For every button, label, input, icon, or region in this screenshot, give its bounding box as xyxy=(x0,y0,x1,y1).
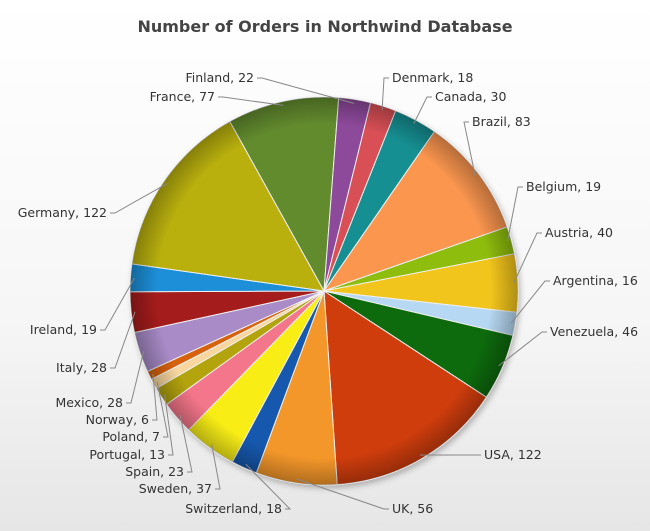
data-label-austria: Austria, 40 xyxy=(545,225,613,240)
data-label-mexico: Mexico, 28 xyxy=(56,395,124,410)
leader-line-canada xyxy=(413,96,432,124)
leader-line-austria xyxy=(513,232,542,284)
data-label-italy: Italy, 28 xyxy=(56,360,107,375)
leader-line-denmark xyxy=(381,77,389,111)
data-label-uk: UK, 56 xyxy=(392,501,433,516)
data-label-portugal: Portugal, 13 xyxy=(89,447,165,462)
data-label-finland: Finland, 22 xyxy=(185,70,254,85)
data-label-spain: Spain, 23 xyxy=(125,464,184,479)
leader-line-argentina xyxy=(510,280,550,324)
leader-line-portugal xyxy=(164,394,174,456)
leader-line-venezuela xyxy=(498,331,547,367)
data-label-switzerland: Switzerland, 18 xyxy=(185,501,282,516)
data-label-belgium: Belgium, 19 xyxy=(526,179,601,194)
leader-line-ireland xyxy=(100,277,135,331)
leader-line-mexico xyxy=(126,350,145,404)
leader-line-switzerland xyxy=(245,463,292,510)
data-label-canada: Canada, 30 xyxy=(435,89,506,104)
leader-line-belgium xyxy=(506,186,523,242)
data-label-venezuela: Venezuela, 46 xyxy=(550,324,638,339)
leader-line-finland xyxy=(257,77,355,104)
slice-labels: Argentina, 16 Venezuela, 46 USA, 122 UK, 56… xyxy=(18,70,638,516)
data-label-sweden: Sweden, 37 xyxy=(139,481,212,496)
leader-line-sweden xyxy=(211,444,221,490)
leader-line-brazil xyxy=(463,121,476,177)
leader-line-italy xyxy=(110,311,136,369)
data-label-germany: Germany, 122 xyxy=(18,205,107,220)
leader-line-poland xyxy=(156,381,169,438)
data-label-poland: Poland, 7 xyxy=(102,429,160,444)
pie-slices xyxy=(129,96,519,486)
leader-line-spain xyxy=(179,414,193,473)
data-label-brazil: Brazil, 83 xyxy=(472,114,531,129)
data-label-norway: Norway, 6 xyxy=(86,412,149,427)
leader-lines xyxy=(100,77,550,510)
data-label-ireland: Ireland, 19 xyxy=(30,322,97,337)
leader-line-uk xyxy=(296,478,389,510)
data-label-usa: USA, 122 xyxy=(484,447,542,462)
leader-line-france xyxy=(218,96,284,106)
data-label-france: France, 77 xyxy=(150,89,215,104)
data-label-denmark: Denmark, 18 xyxy=(392,70,473,85)
chart-title: Number of Orders in Northwind Database xyxy=(137,17,512,36)
data-label-argentina: Argentina, 16 xyxy=(553,273,638,288)
leader-line-germany xyxy=(110,182,168,214)
leader-line-norway xyxy=(152,373,158,421)
